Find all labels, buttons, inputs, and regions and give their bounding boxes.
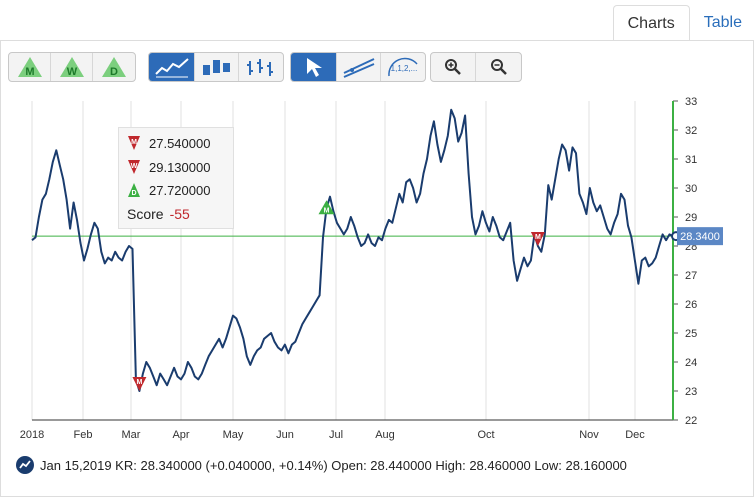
tooltip-weekly-value: 29.130000 xyxy=(149,159,211,175)
x-tick-label: Jul xyxy=(329,429,343,441)
tooltip-weekly-row: W 29.130000 xyxy=(127,158,210,176)
monthly-signal-button[interactable]: M xyxy=(9,53,51,81)
score-label: Score xyxy=(127,206,164,222)
tooltip-monthly-row: M 27.540000 xyxy=(127,134,210,152)
x-tick-label: Apr xyxy=(172,429,189,441)
zoom-in-button[interactable] xyxy=(431,53,476,81)
x-tick-label: 2018 xyxy=(20,429,44,441)
line-chart-icon xyxy=(154,58,189,78)
price-chart[interactable]: 2018 Feb Mar Apr May Jun Jul Aug Oct Nov Dec 22 23 24… xyxy=(0,92,756,462)
svg-text:W: W xyxy=(131,163,138,170)
line-chart-button[interactable] xyxy=(149,53,195,81)
weekly-signal-icon: W xyxy=(59,57,84,78)
sell-signal-marker xyxy=(132,377,147,391)
bar-chart-button[interactable] xyxy=(195,53,239,81)
x-tick-label: Aug xyxy=(375,429,395,441)
score-value: -55 xyxy=(169,206,190,222)
signal-tooltip: M 27.540000 W 29.130000 D 27.720000 Scor… xyxy=(118,127,234,229)
y-tick-label: 31 xyxy=(685,154,697,166)
weekly-letter: W xyxy=(66,66,77,78)
zoom-out-button[interactable] xyxy=(476,53,521,81)
sell-signal-letter: M xyxy=(535,234,541,241)
weekly-signal-button[interactable]: W xyxy=(51,53,93,81)
sell-signal-marker xyxy=(530,232,545,246)
y-tick-label: 22 xyxy=(685,415,697,427)
y-tick-label: 32 xyxy=(685,125,697,137)
y-tick-label: 30 xyxy=(685,183,697,195)
y-tick-label: 24 xyxy=(685,357,697,369)
x-tick-label: Dec xyxy=(625,429,645,441)
buy-signal-marker xyxy=(318,200,335,215)
view-tabs: Charts Table xyxy=(612,5,756,41)
tooltip-daily-row: D 27.720000 xyxy=(127,181,210,199)
svg-text:M: M xyxy=(131,139,137,146)
buy-signal-letter: M xyxy=(324,207,330,214)
ohlc-icon xyxy=(247,59,273,76)
sell-signal-letter: M xyxy=(136,379,142,386)
tooltip-score: Score -55 xyxy=(127,206,190,222)
price-chart-svg: 2018 Feb Mar Apr May Jun Jul Aug Oct Nov Dec 22 23 24… xyxy=(20,96,723,441)
zoom-in-icon xyxy=(445,59,461,75)
zoom-out-icon xyxy=(490,59,507,75)
trendline-tool-button[interactable] xyxy=(337,53,381,81)
x-tick-label: Nov xyxy=(579,429,599,441)
y-tick-label: 23 xyxy=(685,386,697,398)
last-value-label: 28.3400 xyxy=(680,231,720,243)
x-tick-label: May xyxy=(223,429,244,441)
y-tick-label: 26 xyxy=(685,299,697,311)
sell-signal-icon: M xyxy=(128,136,140,150)
monthly-signal-icon: M xyxy=(17,57,42,78)
y-tick-label: 25 xyxy=(685,328,697,340)
tab-table[interactable]: Table xyxy=(703,14,742,31)
x-tick-label: Feb xyxy=(74,429,93,441)
sell-signal-icon: W xyxy=(128,160,140,174)
last-value-badge xyxy=(677,227,723,246)
ohlc-chart-button[interactable] xyxy=(239,53,283,81)
trendline-icon xyxy=(343,58,374,78)
svg-text:D: D xyxy=(131,190,136,197)
candlestick-icon xyxy=(202,60,230,75)
fibonacci-label: 1,1,2,... xyxy=(391,64,418,73)
line-chart-status-icon xyxy=(16,456,34,474)
daily-signal-icon: D xyxy=(102,57,126,78)
status-bar: Jan 15,2019 KR: 28.340000 (+0.040000, +0… xyxy=(16,455,627,475)
timeframe-signal-group: M W D xyxy=(8,52,136,82)
buy-signal-icon: D xyxy=(128,183,140,197)
drawing-tools-group: 1,1,2,... xyxy=(290,52,426,82)
y-tick-label: 29 xyxy=(685,212,697,224)
x-tick-label: Oct xyxy=(477,429,494,441)
x-tick-label: Mar xyxy=(122,429,141,441)
y-tick-label: 33 xyxy=(685,96,697,108)
chart-panel xyxy=(0,40,754,497)
status-text: Jan 15,2019 KR: 28.340000 (+0.040000, +0… xyxy=(40,457,627,473)
cursor-arrow-icon xyxy=(306,58,322,77)
tooltip-daily-value: 27.720000 xyxy=(149,182,211,198)
y-tick-label: 27 xyxy=(685,270,697,282)
pointer-tool-button[interactable] xyxy=(291,53,337,81)
tooltip-monthly-value: 27.540000 xyxy=(149,135,211,151)
daily-signal-button[interactable]: D xyxy=(93,53,135,81)
monthly-letter: M xyxy=(25,66,34,78)
zoom-group xyxy=(430,52,522,82)
fibonacci-tool-button[interactable]: 1,1,2,... xyxy=(381,53,425,81)
tab-charts[interactable]: Charts xyxy=(612,5,690,41)
daily-letter: D xyxy=(110,66,118,78)
fibonacci-icon: 1,1,2,... xyxy=(388,57,418,77)
chart-type-group xyxy=(148,52,284,82)
x-tick-label: Jun xyxy=(276,429,294,441)
